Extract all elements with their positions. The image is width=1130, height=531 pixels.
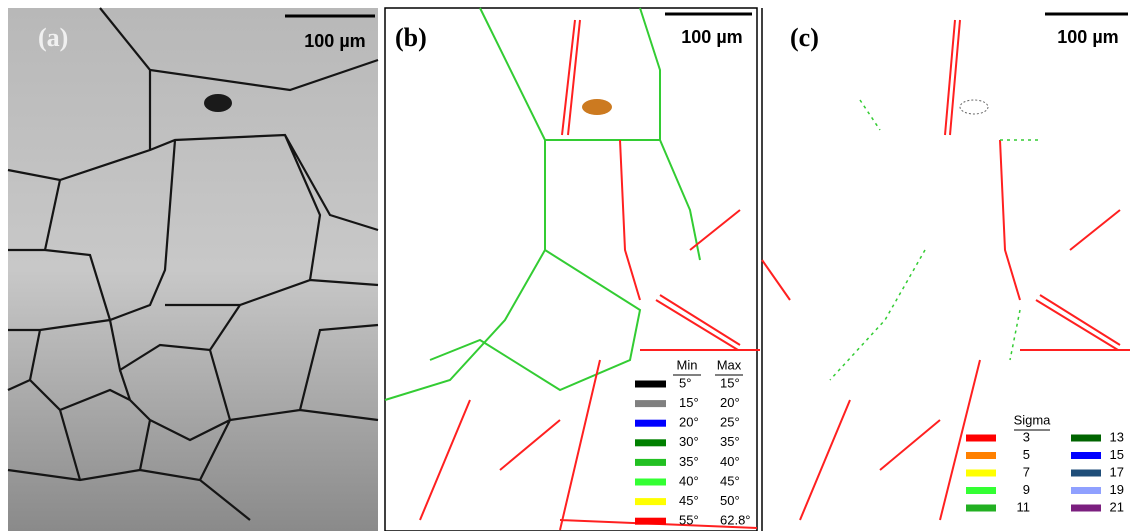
legend-swatch <box>966 505 996 512</box>
legend-swatch <box>966 435 996 442</box>
legend-swatch <box>635 420 666 427</box>
legend-max: 15° <box>720 375 740 390</box>
legend-header: Min <box>677 357 698 372</box>
ebsd-map <box>385 8 757 531</box>
legend-min: 40° <box>679 473 699 488</box>
legend-min: 15° <box>679 395 699 410</box>
micrograph <box>8 8 378 531</box>
legend-max: 50° <box>720 493 740 508</box>
legend-max: 40° <box>720 454 740 469</box>
panel-c: (c) 100 µm Sigma 3 5 7 9 11 13 15 17 19 21 <box>762 8 1130 531</box>
panel-b: (b) 100 µm Min Max 5° 15° 15° 20° 20° 25° 30° 35°… <box>385 8 760 531</box>
legend-title: Sigma <box>1014 412 1052 427</box>
legend-header: Max <box>717 357 742 372</box>
pore <box>204 94 232 112</box>
legend-sigma: 9 <box>1023 482 1030 497</box>
legend-swatch <box>635 439 666 446</box>
legend-swatch <box>635 498 666 505</box>
legend-swatch <box>1071 470 1101 477</box>
legend-max: 62.8° <box>720 513 751 528</box>
legend-min: 35° <box>679 454 699 469</box>
legend-min: 5° <box>679 375 691 390</box>
figure: (a) 100 µm (b) 100 µm Min Max 5° 15° 15° 20° 2… <box>0 0 1130 531</box>
legend-swatch <box>966 487 996 494</box>
legend-sigma: 21 <box>1110 499 1124 514</box>
legend-max: 25° <box>720 415 740 430</box>
legend-max: 45° <box>720 473 740 488</box>
legend-swatch <box>966 452 996 459</box>
legend-sigma: 17 <box>1110 464 1124 479</box>
legend-sigma: 19 <box>1110 482 1124 497</box>
panel-label: (c) <box>790 23 819 52</box>
legend-sigma: 3 <box>1023 429 1030 444</box>
legend-swatch <box>1071 487 1101 494</box>
legend-swatch <box>635 479 666 486</box>
legend-min: 30° <box>679 434 699 449</box>
legend-swatch <box>635 518 666 525</box>
legend-min: 55° <box>679 513 699 528</box>
legend-sigma: 11 <box>1017 499 1031 514</box>
legend-swatch <box>1071 505 1101 512</box>
legend-min: 20° <box>679 415 699 430</box>
scale-bar-label: 100 µm <box>681 27 742 47</box>
legend-max: 35° <box>720 434 740 449</box>
legend-swatch <box>1071 435 1101 442</box>
legend-swatch <box>635 459 666 466</box>
pore <box>582 99 612 115</box>
panel-label: (b) <box>395 23 427 52</box>
panel-label: (a) <box>38 23 68 52</box>
legend-swatch <box>1071 452 1101 459</box>
legend-swatch <box>635 400 666 407</box>
legend-sigma: 7 <box>1023 464 1030 479</box>
panel-a: (a) 100 µm <box>8 8 378 531</box>
legend-max: 20° <box>720 395 740 410</box>
scale-bar-label: 100 µm <box>304 31 365 51</box>
scale-bar-label: 100 µm <box>1057 27 1118 47</box>
legend-min: 45° <box>679 493 699 508</box>
legend-swatch <box>966 470 996 477</box>
legend-sigma: 13 <box>1110 429 1124 444</box>
legend-swatch <box>635 381 666 388</box>
legend-sigma: 15 <box>1110 447 1124 462</box>
legend-sigma: 5 <box>1023 447 1030 462</box>
